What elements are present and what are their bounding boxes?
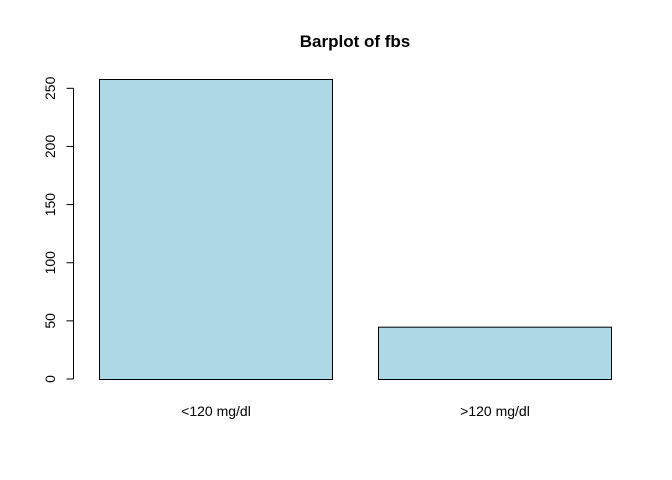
category-label-1: <120 mg/dl bbox=[181, 403, 251, 419]
bar-2 bbox=[378, 326, 612, 380]
y-tick-label-250: 250 bbox=[42, 76, 58, 100]
category-label-2: >120 mg/dl bbox=[460, 403, 530, 419]
y-tick-label-150: 150 bbox=[42, 193, 58, 217]
y-tick-label-100: 100 bbox=[42, 251, 58, 275]
x-axis-labels: <120 mg/dl >120 mg/dl bbox=[181, 403, 530, 419]
y-axis: 0 50 100 150 200 250 bbox=[42, 76, 74, 383]
y-tick-label-0: 0 bbox=[42, 375, 58, 383]
y-tick-label-200: 200 bbox=[42, 135, 58, 159]
y-tick-label-50: 50 bbox=[42, 313, 58, 329]
chart-title: Barplot of fbs bbox=[300, 32, 411, 51]
bar-1 bbox=[99, 79, 333, 380]
bars-group bbox=[99, 79, 612, 380]
